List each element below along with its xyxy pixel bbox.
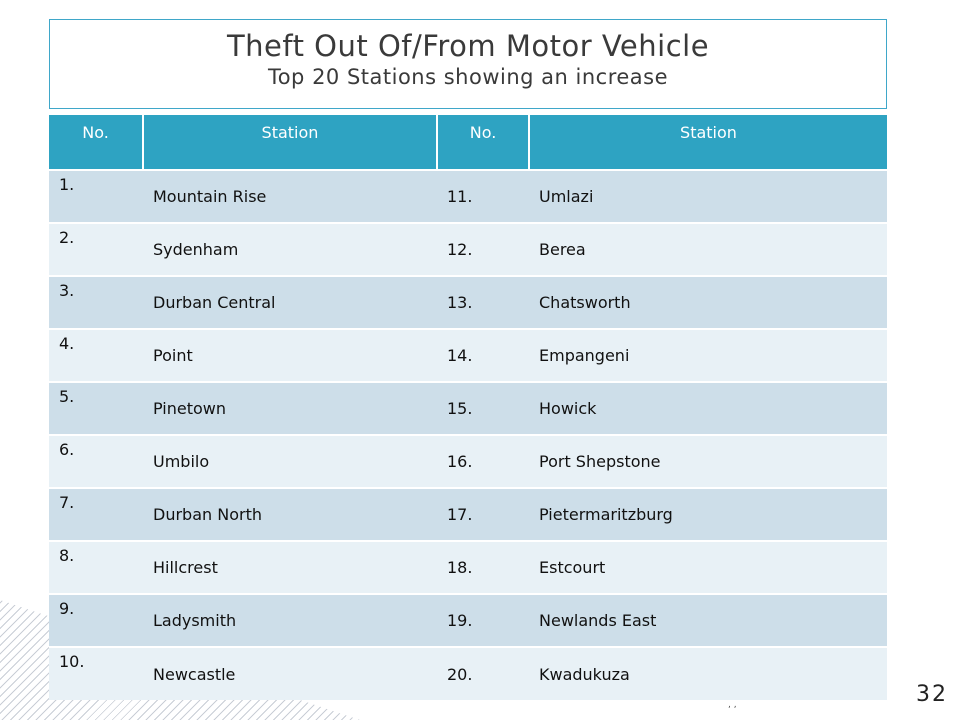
station-cell: Umbilo [143, 434, 437, 488]
table-row: 10. Newcastle 20. Kwadukuza [49, 646, 887, 700]
rank-cell: 18. [437, 540, 529, 594]
table-row: 2. Sydenham 12. Berea [49, 222, 887, 276]
station-cell: Newcastle [143, 646, 437, 700]
header-station-1: Station [143, 115, 438, 170]
rank-cell: 15. [437, 381, 529, 435]
rank-cell: 1. [49, 169, 143, 223]
rank-cell: 5. [49, 381, 143, 435]
rank-cell: 17. [437, 487, 529, 541]
station-cell: Umlazi [529, 169, 887, 223]
station-cell: Estcourt [529, 540, 887, 594]
rank-cell: 10. [49, 646, 143, 700]
footer-mark: , , [728, 700, 737, 710]
station-cell: Point [143, 328, 437, 382]
rank-cell: 12. [437, 222, 529, 276]
rank-cell: 9. [49, 593, 143, 647]
title-box: Theft Out Of/From Motor Vehicle Top 20 S… [49, 19, 887, 109]
station-cell: Pietermaritzburg [529, 487, 887, 541]
station-cell: Durban North [143, 487, 437, 541]
table-row: 7. Durban North 17. Pietermaritzburg [49, 487, 887, 541]
table-header-row: No. Station No. Station [49, 115, 887, 170]
table-row: 6. Umbilo 16. Port Shepstone [49, 434, 887, 488]
table-row: 9. Ladysmith 19. Newlands East [49, 593, 887, 647]
station-cell: Empangeni [529, 328, 887, 382]
station-cell: Sydenham [143, 222, 437, 276]
rank-cell: 19. [437, 593, 529, 647]
station-cell: Chatsworth [529, 275, 887, 329]
table-row: 8. Hillcrest 18. Estcourt [49, 540, 887, 594]
station-cell: Hillcrest [143, 540, 437, 594]
rank-cell: 20. [437, 646, 529, 700]
table-row: 5. Pinetown 15. Howick [49, 381, 887, 435]
rank-cell: 3. [49, 275, 143, 329]
rank-cell: 11. [437, 169, 529, 223]
station-cell: Newlands East [529, 593, 887, 647]
page-number: 32 [916, 682, 948, 707]
slide-title: Theft Out Of/From Motor Vehicle [226, 29, 710, 63]
station-cell: Pinetown [143, 381, 437, 435]
stations-table: No. Station No. Station 1. Mountain Rise… [49, 115, 887, 700]
rank-cell: 2. [49, 222, 143, 276]
station-cell: Port Shepstone [529, 434, 887, 488]
station-cell: Howick [529, 381, 887, 435]
station-cell: Mountain Rise [143, 169, 437, 223]
rank-cell: 6. [49, 434, 143, 488]
slide-subtitle: Top 20 Stations showing an increase [267, 65, 669, 89]
table-row: 3. Durban Central 13. Chatsworth [49, 275, 887, 329]
rank-cell: 13. [437, 275, 529, 329]
station-cell: Berea [529, 222, 887, 276]
rank-cell: 4. [49, 328, 143, 382]
header-no-2: No. [437, 115, 530, 170]
rank-cell: 16. [437, 434, 529, 488]
station-cell: Kwadukuza [529, 646, 887, 700]
station-cell: Durban Central [143, 275, 437, 329]
header-station-2: Station [529, 115, 887, 170]
header-no-1: No. [49, 115, 144, 170]
rank-cell: 8. [49, 540, 143, 594]
rank-cell: 14. [437, 328, 529, 382]
rank-cell: 7. [49, 487, 143, 541]
station-cell: Ladysmith [143, 593, 437, 647]
table-row: 1. Mountain Rise 11. Umlazi [49, 169, 887, 223]
table-row: 4. Point 14. Empangeni [49, 328, 887, 382]
